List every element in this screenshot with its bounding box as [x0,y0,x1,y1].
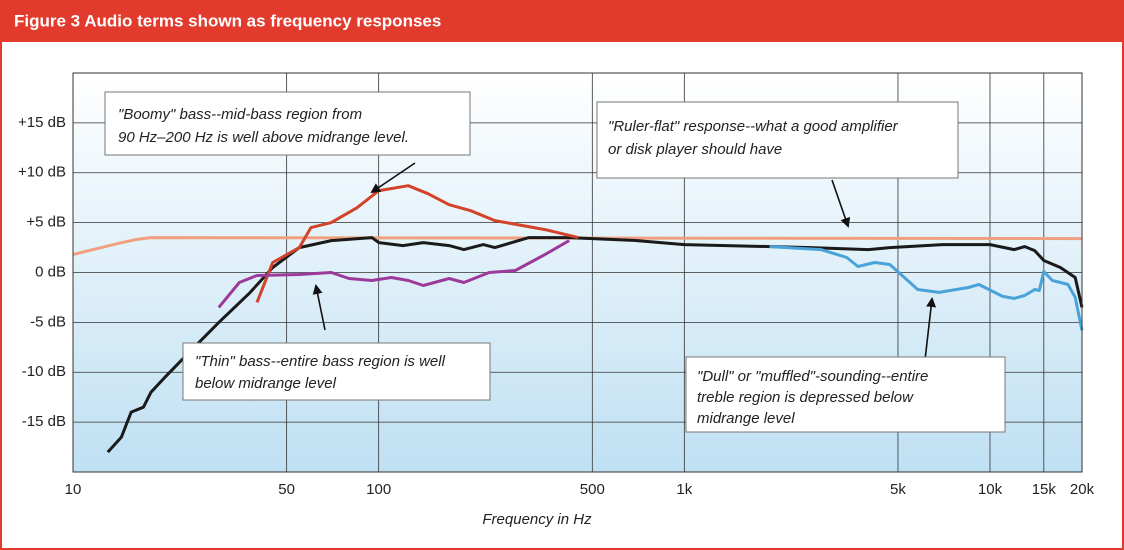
arrow [370,162,416,194]
annotation-text: "Thin" bass--entire bass region is well [195,353,446,370]
x-tick-label: 5k [890,481,906,498]
series-line [255,184,579,303]
x-tick-label: 10 [65,481,82,498]
annotation-text: midrange level [697,410,795,427]
annotation-box [182,342,491,401]
plot-border [72,72,1083,473]
x-axis-label: Frequency in Hz [482,511,592,528]
arrow [924,297,937,361]
x-tick-label: 10k [978,481,1003,498]
annotation-text: below midrange level [195,375,337,392]
series-line [769,245,1084,331]
annotation-box [685,356,1006,433]
y-tick-label: -5 dB [30,313,66,330]
y-tick-label: +15 dB [18,114,66,131]
annotation-text: "Ruler-flat" response--what a good ampli… [608,118,899,135]
arrow [831,179,851,228]
annotation-text: "Boomy" bass--mid-bass region from [118,106,362,123]
x-tick-label: 50 [278,481,295,498]
annotation-box [104,91,471,156]
annotation-box [596,101,959,179]
y-tick-label: +5 dB [26,214,66,231]
x-tick-label: 500 [580,481,605,498]
y-tick-label: -15 dB [22,413,66,430]
annotation-text: or disk player should have [608,141,782,158]
x-tick-label: 20k [1070,481,1095,498]
x-tick-label: 15k [1032,481,1057,498]
series-line [217,239,570,309]
arrow [312,284,326,331]
annotation-text: 90 Hz–200 Hz is well above midrange leve… [118,129,409,146]
chart-title: Figure 3 Audio terms shown as frequency … [14,11,441,30]
y-tick-label: 0 dB [35,263,66,280]
y-tick-label: -10 dB [22,363,66,380]
x-tick-label: 1k [676,481,692,498]
annotation-text: "Dull" or "muffled"-sounding--entire [697,368,928,385]
header-bar [0,0,1124,42]
x-tick-label: 100 [366,481,391,498]
annotation-text: treble region is depressed below [697,389,914,406]
y-tick-label: +10 dB [18,164,66,181]
